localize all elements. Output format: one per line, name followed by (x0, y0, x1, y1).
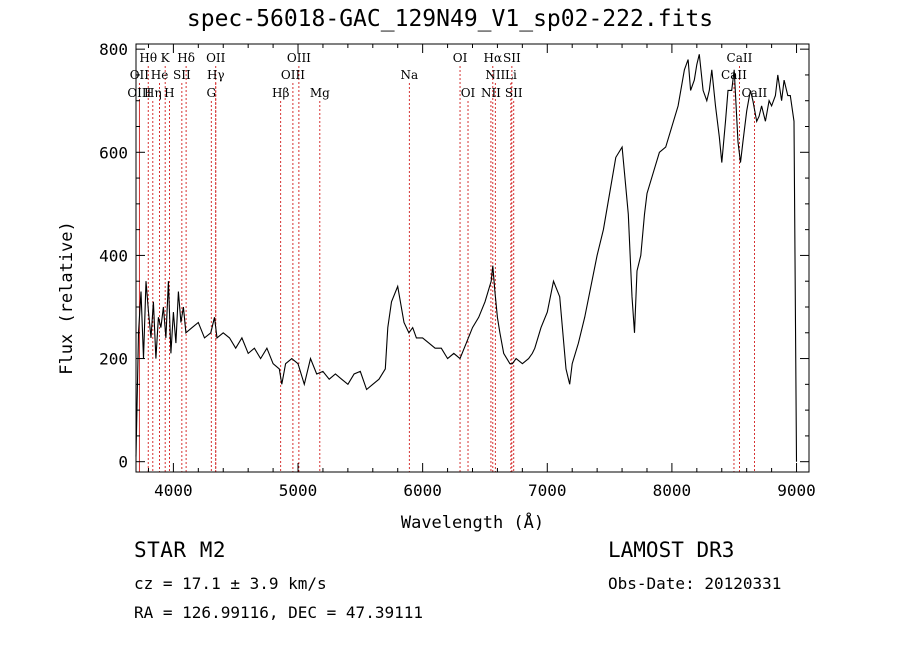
x-tick-label: 7000 (528, 481, 567, 500)
x-tick-label: 5000 (279, 481, 318, 500)
spectral-line-label: NII (481, 86, 501, 100)
spectral-line-label: SII (505, 86, 523, 100)
survey-name: LAMOST DR3 (608, 538, 735, 562)
plot-frame (135, 43, 810, 473)
y-axis-label: Flux (relative) (57, 221, 77, 375)
x-tick-label: 4000 (154, 481, 193, 500)
spectral-line-markers (138, 66, 755, 472)
spectral-line-label: OIII (281, 68, 305, 82)
spectral-line-label: Hα (484, 51, 503, 65)
spectral-line-label: K (161, 51, 171, 65)
spectral-line-label: Hδ (177, 51, 195, 65)
y-tick-label: 800 (99, 40, 128, 59)
spectral-line-label: Hβ (272, 86, 289, 100)
y-tick-label: 600 (99, 143, 128, 162)
spectral-line-label: Hγ (207, 68, 225, 82)
ra-dec-coordinates: RA = 126.99116, DEC = 47.39111 (134, 603, 423, 622)
spectral-line-label: Hη (144, 86, 162, 100)
spectral-line-label: G (206, 86, 216, 100)
spectral-line-label: OIII (127, 86, 151, 100)
spectral-line-label: NII (485, 68, 505, 82)
series-layer (135, 54, 798, 462)
x-axis-ticks: 4000 5000 6000 7000 8000 9000 (147, 44, 816, 500)
chart-title: spec-56018-GAC_129N49_V1_sp02-222.fits (186, 6, 714, 32)
spectral-line-label: He (151, 68, 169, 82)
spectral-line-label: OI (461, 86, 476, 100)
x-tick-label: 8000 (653, 481, 692, 500)
y-axis-ticks: 0 200 400 600 800 (99, 40, 809, 472)
observation-date: Obs-Date: 20120331 (608, 574, 782, 593)
spectral-line-label: Hθ (139, 51, 157, 65)
spectral-line-label: Na (400, 68, 418, 82)
object-class: STAR M2 (134, 538, 227, 562)
y-tick-label: 200 (99, 350, 128, 369)
spectral-line-label: CaII (727, 51, 753, 65)
spectral-line-label: OII (206, 51, 226, 65)
spectral-line-label: OI (453, 51, 468, 65)
x-tick-label: 6000 (403, 481, 442, 500)
spectral-line-label: CaII (741, 86, 767, 100)
redshift-velocity: cz = 17.1 ± 3.9 km/s (134, 574, 327, 593)
spectral-line-label: OIII (287, 51, 311, 65)
spectral-line-label: Li (505, 68, 517, 82)
spectral-line-label: SII (173, 68, 191, 82)
y-tick-label: 0 (118, 453, 128, 472)
y-tick-label: 400 (99, 246, 128, 265)
spectrum-series-line (135, 54, 798, 462)
spectral-line-label: H (164, 86, 174, 100)
spectral-line-label: SII (503, 51, 521, 65)
spectral-line-label: Mg (310, 86, 330, 100)
x-tick-label: 9000 (777, 481, 816, 500)
x-axis-label: Wavelength (Å) (401, 511, 544, 533)
